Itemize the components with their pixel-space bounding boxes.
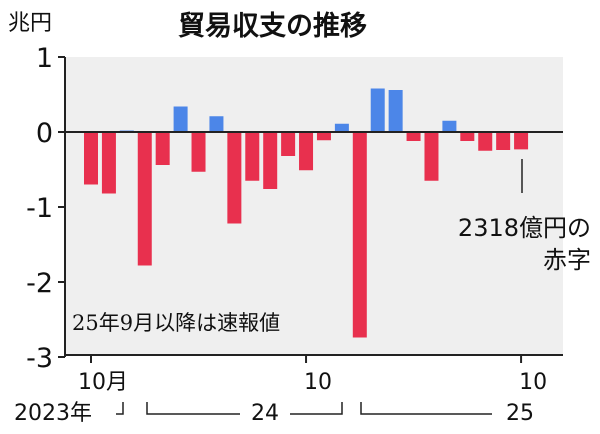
bar-2024-08 <box>263 132 278 189</box>
year-label-2024: 24 <box>251 401 279 426</box>
bar-2024-04 <box>191 132 206 172</box>
bar-2024-09 <box>281 132 296 156</box>
y-tick-label: 0 <box>36 118 53 149</box>
bar-2024-05 <box>209 116 224 132</box>
y-tick-label: 1 <box>36 43 53 74</box>
prelim-note: 25年9月以降は速報値 <box>72 311 280 335</box>
bar-2024-12 <box>334 123 349 132</box>
bar-2024-11 <box>316 132 331 141</box>
bar-2025-05 <box>424 132 439 181</box>
bars-group <box>84 88 529 338</box>
bar-2025-04 <box>406 132 421 141</box>
bar-2025-03 <box>388 90 403 132</box>
y-unit-label: 兆円 <box>8 11 52 36</box>
bar-2025-02 <box>370 88 385 132</box>
x-ticks-group: 10月 10 10 <box>78 355 547 395</box>
bar-2025-07 <box>460 132 475 141</box>
bar-2024-01 <box>137 132 152 266</box>
bar-2025-01 <box>352 132 367 338</box>
year-bracket-2024 <box>146 402 343 415</box>
y-tick-label: -2 <box>26 268 53 299</box>
year-bracket-2023 <box>116 402 124 415</box>
x-tick-label: 10月 <box>78 370 128 395</box>
x-tick-label: 10 <box>304 370 332 395</box>
y-tick-label: -1 <box>26 193 53 224</box>
last-value-annotation-line2: 赤字 <box>543 246 591 274</box>
bar-2024-07 <box>245 132 260 181</box>
y-tick-label: -3 <box>26 343 53 374</box>
bar-2025-08 <box>478 132 493 151</box>
chart-title: 貿易収支の推移 <box>178 11 367 42</box>
year-label-2023: 2023年 <box>14 401 92 426</box>
year-label-2025: 25 <box>506 401 534 426</box>
y-ticks-group: 1 0 -1 -2 -3 <box>26 43 65 374</box>
bar-2023-11 <box>101 132 116 194</box>
bar-2024-02 <box>155 132 170 165</box>
last-value-annotation-line1: 2318億円の <box>458 214 591 242</box>
bar-2024-10 <box>299 132 314 171</box>
bar-2024-06 <box>227 132 242 224</box>
bar-2024-03 <box>173 106 188 132</box>
bar-2025-10 <box>514 132 529 150</box>
bar-2023-10 <box>84 132 98 185</box>
year-bracket-2025 <box>360 402 492 415</box>
bar-2025-09 <box>496 132 511 150</box>
bar-2025-06 <box>442 120 457 132</box>
x-tick-label: 10 <box>519 370 547 395</box>
